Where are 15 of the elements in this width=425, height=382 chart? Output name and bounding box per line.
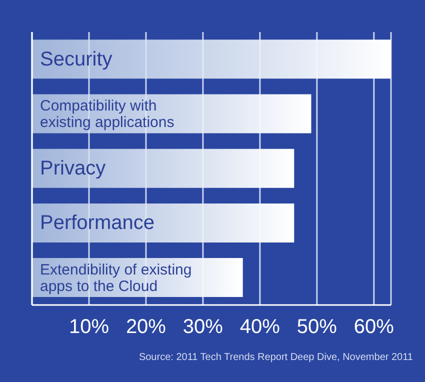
y-tick-label: Security xyxy=(40,48,112,70)
y-tick-label: Compatibility with existing applications xyxy=(40,97,174,131)
x-tick-label: 30% xyxy=(182,316,224,338)
source-note: Source: 2011 Tech Trends Report Deep Dive, November 2011 xyxy=(138,352,413,363)
bar xyxy=(32,40,391,79)
x-tick-label: 20% xyxy=(126,316,166,338)
x-tick-label: 40% xyxy=(240,316,280,338)
bar xyxy=(32,148,294,188)
x-tick-label: 60% xyxy=(354,316,394,338)
y-tick-label: Performance xyxy=(40,212,154,234)
y-tick-label: Privacy xyxy=(40,158,106,180)
x-tick-label: 10% xyxy=(68,316,110,338)
bar xyxy=(32,203,294,242)
y-tick-label: Extendibility of existing apps to the Cloud xyxy=(40,260,192,294)
x-tick-label: 50% xyxy=(296,316,338,338)
